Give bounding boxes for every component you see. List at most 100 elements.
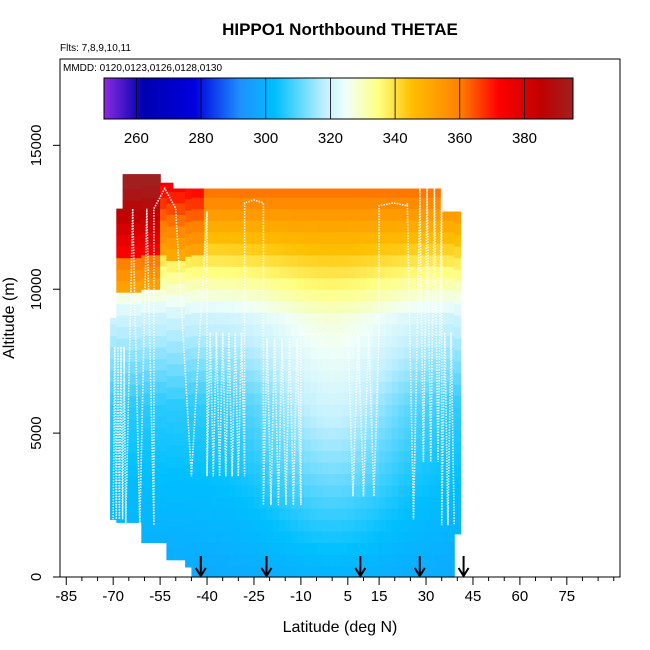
heatmap-cell — [435, 323, 443, 336]
heatmap-cell — [153, 243, 161, 256]
heatmap-cell — [178, 387, 186, 400]
heatmap-cell — [416, 392, 424, 405]
heatmap-cell — [385, 358, 393, 371]
heatmap-cell — [366, 507, 374, 520]
heatmap-cell — [441, 519, 449, 532]
heatmap-cell — [372, 473, 380, 486]
heatmap-cell — [360, 554, 368, 567]
heatmap-cell — [454, 499, 462, 512]
heatmap-cell — [147, 277, 155, 290]
x-tick-label: 45 — [465, 588, 482, 605]
heatmap-cell — [191, 507, 199, 520]
heatmap-cell — [279, 507, 286, 520]
heatmap-cell — [410, 427, 418, 440]
heatmap-cell — [291, 220, 299, 233]
heatmap-cell — [141, 496, 149, 509]
heatmap-cell — [147, 312, 155, 325]
heatmap-cell — [272, 392, 280, 405]
heatmap-cell — [379, 312, 386, 325]
heatmap-cell — [304, 289, 311, 302]
heatmap-cell — [335, 231, 343, 244]
heatmap-cell — [122, 234, 130, 247]
heatmap-cell — [160, 519, 167, 532]
heatmap-cell — [254, 496, 261, 509]
heatmap-cell — [435, 381, 443, 394]
heatmap-cell — [153, 174, 161, 187]
heatmap-cell — [347, 243, 355, 256]
heatmap-cell — [141, 277, 149, 290]
y-tick-label: 15000 — [28, 124, 45, 166]
heatmap-cell — [416, 519, 424, 532]
heatmap-cell — [429, 243, 437, 256]
heatmap-cell — [429, 381, 437, 394]
heatmap-cell — [316, 542, 324, 555]
heatmap-cell — [110, 369, 117, 382]
heatmap-cell — [422, 392, 430, 405]
heatmap-cell — [335, 188, 343, 198]
heatmap-cell — [272, 484, 280, 497]
heatmap-cell — [341, 358, 349, 371]
heatmap-cell — [347, 323, 355, 336]
heatmap-cell — [228, 300, 236, 313]
heatmap-cell — [122, 280, 130, 293]
heatmap-cell — [279, 438, 286, 451]
heatmap-cell — [178, 444, 186, 457]
heatmap-cell — [128, 510, 136, 523]
heatmap-cell — [279, 208, 286, 221]
heatmap-cell — [247, 404, 255, 417]
heatmap-cell — [410, 450, 418, 463]
heatmap-cell — [297, 473, 305, 486]
heatmap-cell — [128, 476, 136, 489]
heatmap-cell — [216, 484, 224, 497]
heatmap-cell — [185, 256, 192, 269]
heatmap-cell — [222, 312, 230, 325]
heatmap-cell — [128, 418, 136, 431]
heatmap-cell — [379, 300, 386, 313]
heatmap-cell — [247, 346, 255, 359]
heatmap-cell — [216, 496, 224, 509]
heatmap-cell — [291, 312, 299, 325]
heatmap-cell — [185, 405, 192, 418]
heatmap-cell — [110, 318, 117, 325]
heatmap-cell — [228, 565, 236, 578]
heatmap-cell — [354, 188, 361, 198]
heatmap-cell — [185, 290, 192, 303]
heatmap-cell — [241, 266, 249, 279]
heatmap-cell — [441, 211, 449, 221]
heatmap-cell — [397, 404, 405, 417]
heatmap-cell — [254, 554, 261, 567]
heatmap-cell — [422, 565, 430, 578]
heatmap-cell — [222, 254, 230, 267]
heatmap-cell — [454, 487, 462, 500]
heatmap-cell — [235, 461, 243, 474]
heatmap-cell — [160, 182, 167, 187]
heatmap-cell — [385, 208, 393, 221]
heatmap-cell — [391, 473, 399, 486]
heatmap-cell — [354, 461, 361, 474]
heatmap-cell — [385, 381, 393, 394]
heatmap-cell — [128, 188, 136, 201]
heatmap-cell — [441, 277, 449, 290]
heatmap-cell — [247, 542, 255, 555]
heatmap-cell — [322, 300, 330, 313]
heatmap-cell — [172, 283, 180, 296]
heatmap-cell — [341, 197, 349, 210]
heatmap-cell — [203, 197, 211, 210]
heatmap-cell — [322, 197, 330, 210]
heatmap-cell — [416, 484, 424, 497]
heatmap-cell — [372, 496, 380, 509]
x-tick-label: -85 — [55, 588, 77, 605]
heatmap-cell — [147, 519, 155, 532]
heatmap-cell — [385, 335, 393, 348]
heatmap-cell — [141, 243, 149, 256]
heatmap-cell — [397, 519, 405, 532]
heatmap-cell — [141, 266, 149, 279]
heatmap-cell — [166, 364, 174, 377]
heatmap-cell — [304, 369, 311, 382]
heatmap-cell — [447, 277, 455, 290]
heatmap-cell — [178, 456, 186, 469]
heatmap-cell — [435, 507, 443, 520]
heatmap-cell — [228, 369, 236, 382]
heatmap-cell — [379, 531, 386, 544]
heatmap-cell — [185, 279, 192, 292]
